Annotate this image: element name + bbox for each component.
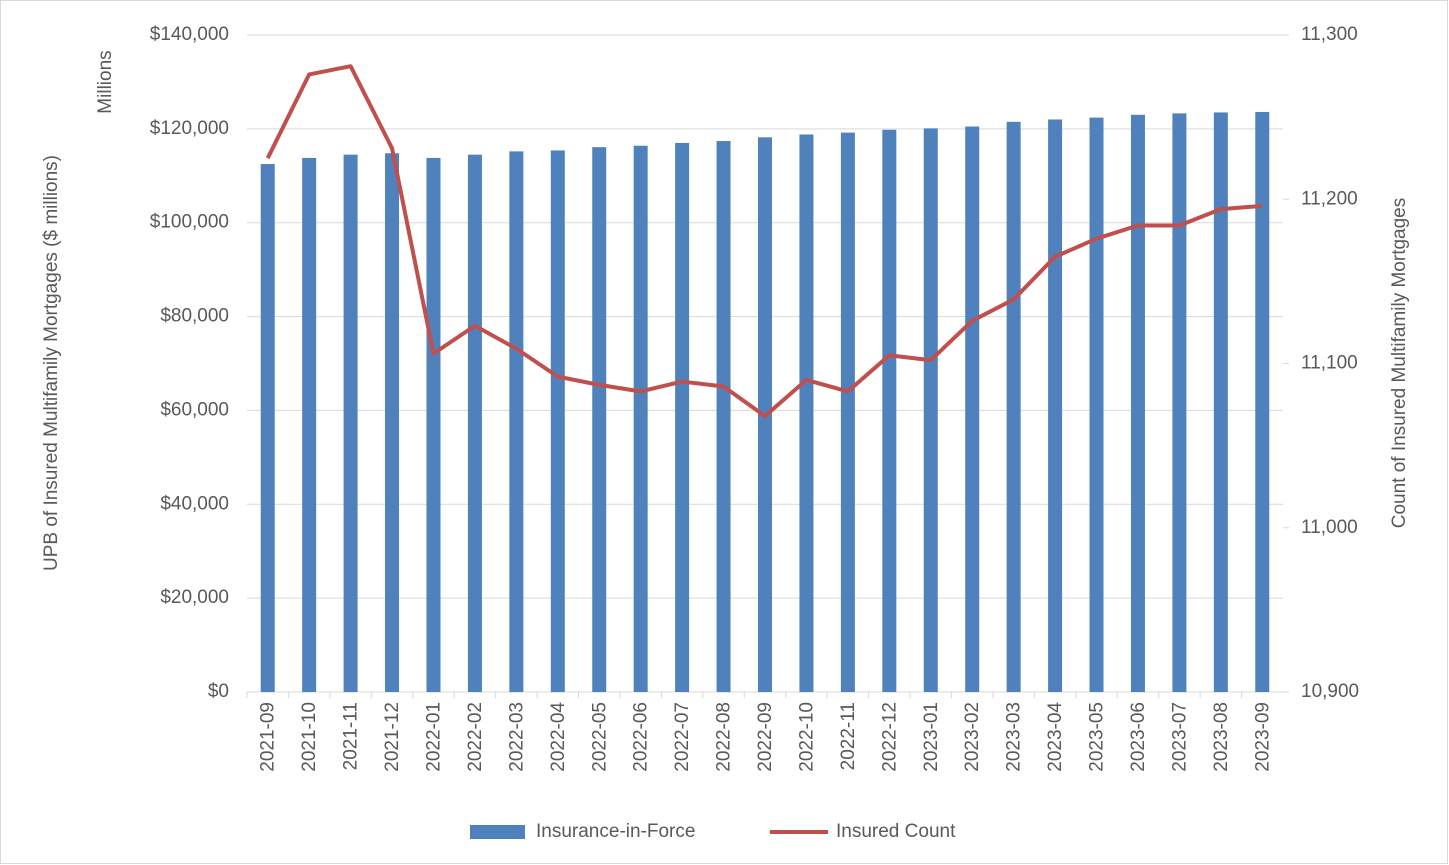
x-tick-label: 2021-09 xyxy=(258,702,279,772)
x-tick-label: 2022-04 xyxy=(548,702,569,772)
bar xyxy=(716,141,731,692)
bar xyxy=(1130,114,1145,693)
line xyxy=(265,64,1263,419)
bar xyxy=(675,142,690,692)
y2-axis-title: Count of Insured Multifamily Mortgages xyxy=(1389,198,1410,529)
x-tick-label: 2022-07 xyxy=(672,702,693,772)
x-tick-label: 2022-06 xyxy=(631,702,652,772)
y-tick-label: $120,000 xyxy=(150,118,229,139)
x-tick-label: 2022-08 xyxy=(714,702,735,772)
legend-label: Insurance-in-Force xyxy=(536,821,695,842)
bar xyxy=(965,126,980,692)
x-tick-label: 2022-02 xyxy=(465,702,486,772)
x-tick-label: 2023-09 xyxy=(1252,702,1273,772)
bar xyxy=(882,129,897,692)
x-tick-label: 2023-04 xyxy=(1045,702,1066,772)
y-tick-label: $20,000 xyxy=(160,587,229,608)
legend-swatch xyxy=(470,825,525,839)
x-tick-label: 2023-07 xyxy=(1169,702,1190,772)
bar xyxy=(923,128,938,692)
bar xyxy=(1048,119,1063,692)
annotation: Millions xyxy=(95,50,116,113)
y-tick-label: $140,000 xyxy=(150,24,229,45)
bar xyxy=(467,154,482,693)
bar xyxy=(1213,112,1228,693)
x-tick-label: 2022-09 xyxy=(755,702,776,772)
y2-tick-label: 11,100 xyxy=(1301,353,1358,374)
y-tick-label: $100,000 xyxy=(150,212,229,233)
bar xyxy=(799,134,814,692)
bar xyxy=(302,157,317,692)
y-tick-label: $40,000 xyxy=(160,493,229,514)
bar xyxy=(426,157,441,692)
legend-label: Insured Count xyxy=(836,821,956,842)
x-tick-label: 2022-10 xyxy=(796,702,817,772)
y-tick-label: $0 xyxy=(208,681,229,702)
x-tick-label: 2022-01 xyxy=(423,702,444,772)
x-tick-label: 2022-11 xyxy=(838,702,859,770)
x-tick-label: 2023-02 xyxy=(962,702,983,772)
y-tick-label: $80,000 xyxy=(160,306,229,327)
y-axis-title: UPB of Insured Multifamily Mortgages ($ … xyxy=(41,155,62,571)
y-tick-label: $60,000 xyxy=(160,399,229,420)
y2-tick-label: 10,900 xyxy=(1301,681,1359,702)
y2-tick-label: 11,000 xyxy=(1301,517,1358,538)
bar xyxy=(1006,121,1021,692)
x-tick-label: 2022-12 xyxy=(879,702,900,772)
bar xyxy=(509,151,524,692)
x-tick-label: 2023-08 xyxy=(1211,702,1232,772)
bar xyxy=(385,153,400,692)
bar xyxy=(1172,113,1187,692)
y2-tick-label: 11,200 xyxy=(1301,188,1358,209)
bar xyxy=(1089,117,1104,692)
bar xyxy=(550,150,565,693)
x-tick-label: 2022-03 xyxy=(506,702,527,772)
bar xyxy=(592,147,607,692)
x-tick-label: 2021-12 xyxy=(382,702,403,772)
bar xyxy=(840,132,855,692)
x-tick-label: 2022-05 xyxy=(589,702,610,772)
bar xyxy=(1255,111,1270,692)
x-tick-label: 2023-03 xyxy=(1004,702,1025,772)
x-tick-label: 2023-06 xyxy=(1128,702,1149,772)
y2-tick-label: 11,300 xyxy=(1301,24,1358,45)
bar xyxy=(260,164,275,692)
bar xyxy=(343,154,358,693)
bar xyxy=(633,145,648,692)
x-tick-label: 2023-05 xyxy=(1087,702,1108,772)
x-tick-label: 2021-10 xyxy=(299,702,320,772)
x-tick-label: 2023-01 xyxy=(921,702,942,772)
x-tick-label: 2021-11 xyxy=(341,702,362,770)
